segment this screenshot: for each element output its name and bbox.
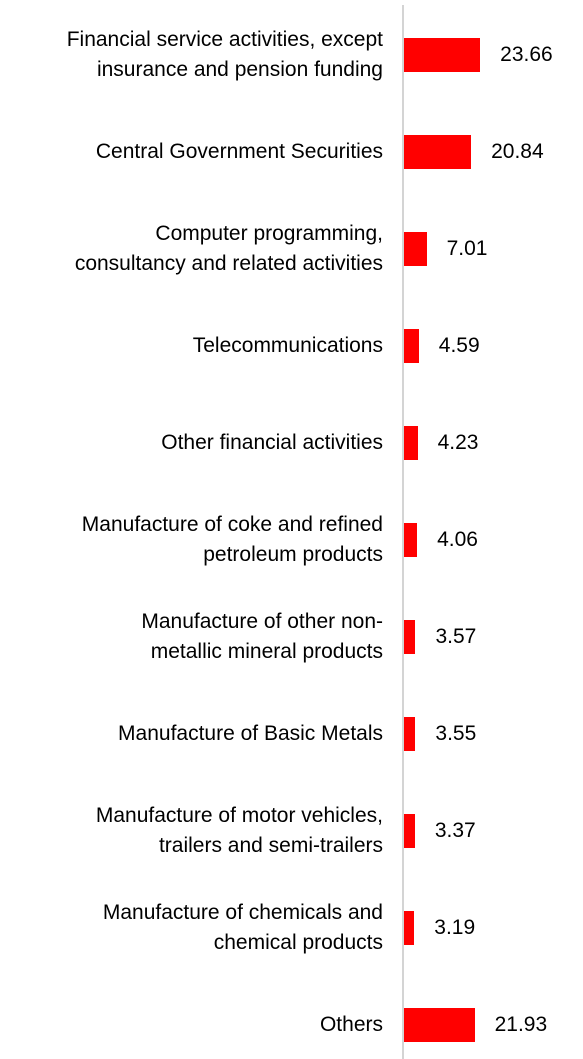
bar [404, 717, 416, 751]
value-label: 4.06 [437, 528, 478, 551]
category-label: Manufacture of Basic Metals [118, 722, 383, 745]
value-label: 20.84 [491, 140, 544, 163]
category-label: Manufacture of motor vehicles, trailers … [95, 804, 383, 857]
bar [404, 329, 419, 363]
category-label: Other financial activities [161, 431, 383, 454]
category-label: Central Government Securities [95, 140, 383, 163]
bar [404, 523, 418, 557]
value-label: 21.93 [494, 1013, 548, 1036]
value-label: 3.55 [435, 722, 477, 745]
value-label: 3.19 [434, 916, 476, 939]
value-label: 23.66 [500, 43, 553, 66]
category-label: Telecommunications [192, 334, 383, 357]
bar [404, 38, 481, 72]
bar [404, 814, 415, 848]
value-label: 3.37 [434, 819, 476, 842]
value-label: 4.23 [437, 431, 479, 454]
value-label: 4.59 [438, 334, 480, 357]
bar [404, 911, 415, 945]
category-label: Others [319, 1013, 383, 1036]
bar [404, 1008, 475, 1042]
category-label: Manufacture of other non- metallic miner… [141, 610, 383, 663]
value-label: 7.01 [446, 237, 488, 260]
bar [404, 135, 472, 169]
category-label: Financial service activities, except ins… [66, 28, 383, 81]
value-label: 3.57 [435, 625, 477, 648]
category-label: Manufacture of chemicals and chemical pr… [102, 901, 383, 954]
category-axis-line [402, 5, 404, 1059]
bar [404, 426, 418, 460]
bar [404, 620, 416, 654]
bar [404, 232, 427, 266]
category-label: Computer programming, consultancy and re… [74, 222, 383, 275]
category-label: Manufacture of coke and refined petroleu… [81, 513, 383, 566]
